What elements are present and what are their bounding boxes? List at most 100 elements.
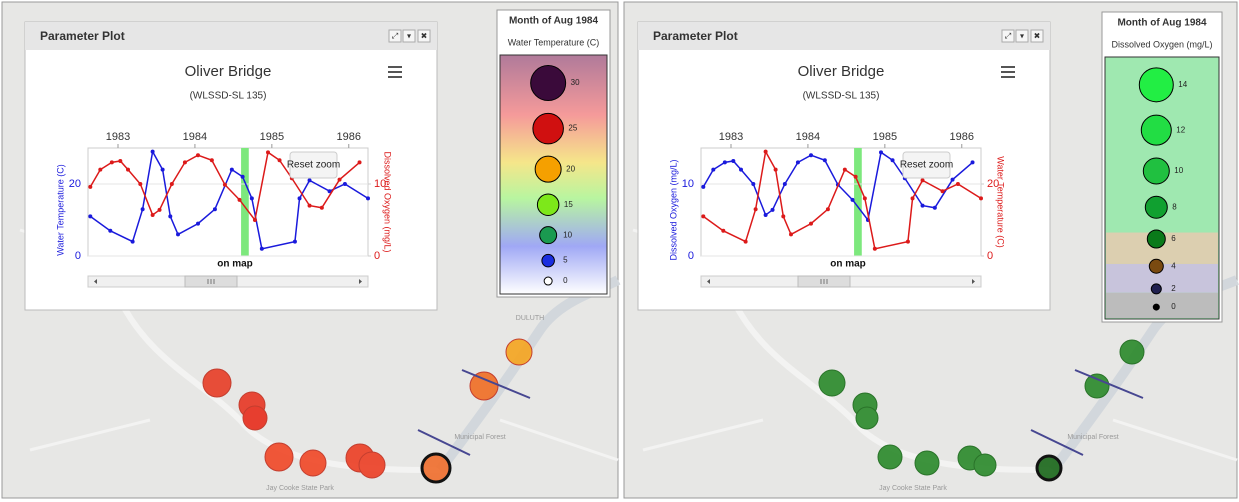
- data-point: [879, 150, 883, 154]
- scrollbar[interactable]: [88, 276, 368, 287]
- y-tick-label: 0: [75, 250, 81, 262]
- legend-swatch: [1139, 68, 1173, 102]
- legend-swatch: [1145, 196, 1167, 218]
- data-point: [951, 178, 955, 182]
- legend-swatch: [1141, 115, 1171, 145]
- data-point: [278, 158, 282, 162]
- data-point: [108, 229, 112, 233]
- legend-label: 15: [564, 200, 573, 209]
- legend-swatch: [1151, 284, 1161, 294]
- chart-title: Oliver Bridge: [185, 63, 272, 80]
- button-icon: ▾: [407, 32, 411, 41]
- window-title: Parameter Plot: [40, 29, 125, 43]
- data-point: [183, 160, 187, 164]
- y2-axis-label: Dissolved Oxygen (mg/L): [383, 151, 393, 252]
- legend-swatch: [537, 194, 559, 216]
- window-title: Parameter Plot: [653, 29, 738, 43]
- data-point: [711, 168, 715, 172]
- data-point: [783, 182, 787, 186]
- button-icon: ▾: [1020, 32, 1024, 41]
- data-point: [701, 214, 705, 218]
- button-icon: ⤢: [391, 32, 398, 41]
- data-point: [260, 247, 264, 251]
- data-point: [338, 178, 342, 182]
- map-label: Municipal Forest: [454, 434, 505, 441]
- reset-zoom-button[interactable]: Reset zoom: [900, 152, 953, 178]
- data-point: [744, 240, 748, 244]
- window-button[interactable]: ⤢: [389, 30, 401, 42]
- legend-title: Month of Aug 1984: [1117, 18, 1207, 29]
- data-point: [979, 196, 983, 200]
- legend-swatch: [1147, 230, 1165, 248]
- map-label: Jay Cooke State Park: [879, 485, 947, 492]
- data-point: [250, 196, 254, 200]
- data-point: [731, 159, 735, 163]
- data-point: [138, 182, 142, 186]
- window-button[interactable]: ▾: [1016, 30, 1028, 42]
- legend-title: Month of Aug 1984: [509, 16, 599, 27]
- x-tick-label: 1985: [260, 131, 284, 143]
- button-label: Reset zoom: [287, 160, 340, 171]
- data-point: [176, 232, 180, 236]
- data-point: [891, 158, 895, 162]
- y-tick-label: 20: [69, 178, 81, 190]
- y2-axis-label: Water Temperature (C): [996, 156, 1006, 248]
- data-point: [823, 158, 827, 162]
- y2-tick-label: 0: [374, 250, 380, 262]
- data-point: [941, 189, 945, 193]
- data-point: [873, 247, 877, 251]
- data-point: [771, 208, 775, 212]
- chart-title: Oliver Bridge: [798, 63, 885, 80]
- window-button[interactable]: ✖: [1031, 30, 1043, 42]
- window-button[interactable]: ⤢: [1002, 30, 1014, 42]
- x-tick-label: 1986: [337, 131, 361, 143]
- legend-swatch: [1143, 158, 1169, 184]
- data-point: [754, 207, 758, 211]
- legend-swatch: [544, 277, 552, 285]
- map-label: Jay Cooke State Park: [266, 485, 334, 492]
- highlight-band: [854, 148, 862, 256]
- legend-swatch: [542, 254, 555, 267]
- legend-label: 2: [1171, 284, 1176, 293]
- data-point: [358, 160, 362, 164]
- data-point: [98, 168, 102, 172]
- data-point: [921, 178, 925, 182]
- data-point: [843, 168, 847, 172]
- window-button[interactable]: ▾: [403, 30, 415, 42]
- legend-subtitle: Water Temperature (C): [508, 37, 600, 47]
- data-point: [253, 218, 257, 222]
- data-point: [781, 214, 785, 218]
- x-tick-label: 1983: [106, 131, 130, 143]
- y-tick-label: 0: [688, 250, 694, 262]
- legend-label: 8: [1172, 202, 1177, 211]
- data-point: [298, 196, 302, 200]
- scrollbar[interactable]: [701, 276, 981, 287]
- button-label: Reset zoom: [900, 160, 953, 171]
- legend-label: 10: [1174, 166, 1183, 175]
- data-point: [196, 222, 200, 226]
- data-point: [141, 207, 145, 211]
- data-point: [721, 229, 725, 233]
- legend-swatch: [531, 66, 566, 101]
- data-point: [851, 198, 855, 202]
- data-point: [921, 204, 925, 208]
- data-point: [238, 198, 242, 202]
- data-point: [366, 196, 370, 200]
- data-point: [751, 182, 755, 186]
- data-point: [764, 213, 768, 217]
- data-point: [118, 159, 122, 163]
- data-point: [110, 160, 114, 164]
- data-point: [774, 168, 778, 172]
- legend-label: 10: [563, 230, 572, 239]
- x-tick-label: 1986: [950, 131, 974, 143]
- x-tick-label: 1985: [873, 131, 897, 143]
- x-tick-label: 1983: [719, 131, 743, 143]
- reset-zoom-button[interactable]: Reset zoom: [287, 152, 340, 178]
- highlight-band: [241, 148, 249, 256]
- data-point: [158, 208, 162, 212]
- legend-label: 30: [571, 78, 580, 87]
- data-point: [933, 206, 937, 210]
- window-button[interactable]: ✖: [418, 30, 430, 42]
- legend-label: 6: [1171, 234, 1176, 243]
- data-point: [739, 168, 743, 172]
